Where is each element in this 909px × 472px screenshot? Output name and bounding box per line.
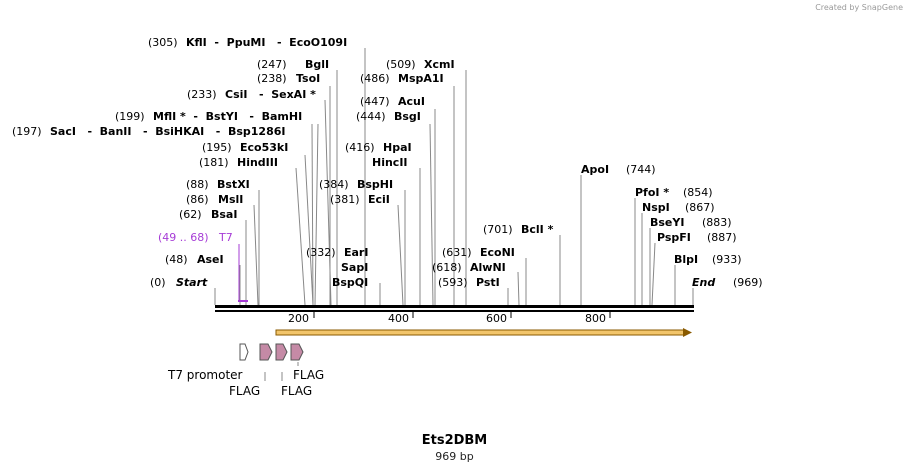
flag-3-label: FLAG — [293, 368, 324, 382]
site-name-apoi: ApoI — [581, 163, 609, 176]
t7-promoter-label: T7 promoter — [167, 368, 243, 382]
site-name-blpi: BlpI — [674, 253, 698, 266]
site-name-pspfi: PspFI — [657, 231, 691, 244]
site-name-asei: AseI — [197, 253, 224, 266]
flag-3-shape — [290, 343, 304, 361]
snapgene-credit: Created by SnapGene — [815, 3, 903, 12]
site-name-psti: PstI — [476, 276, 500, 289]
tick-200: 200 — [288, 312, 309, 325]
feature-labels: T7 promoter FLAG FLAG FLAG — [167, 368, 324, 398]
site-name-acui: AcuI — [398, 95, 425, 108]
site-pos-mspa1i: (486) — [360, 72, 390, 85]
site-pos-acui: (447) — [360, 95, 390, 108]
site-name-pfoi: PfoI * — [635, 186, 669, 199]
site-pos-pspfi: (887) — [707, 231, 737, 244]
primer-pos: (49 .. 68) — [158, 231, 209, 244]
flag-1-label: FLAG — [229, 384, 260, 398]
site-name-xcmi: XcmI — [424, 58, 455, 71]
site-pos-psti: (593) — [438, 276, 468, 289]
primer-name: T7 — [218, 231, 233, 244]
site-name-hincii: HincII — [372, 156, 408, 169]
site-name-eco53ki: Eco53kI — [240, 141, 288, 154]
site-pos-asei: (48) — [165, 253, 188, 266]
scale-ticks: 200 400 600 800 — [288, 312, 611, 325]
site-pos-hindiii: (181) — [199, 156, 229, 169]
start-label: Start — [176, 276, 208, 289]
site-name-bgli: BglI — [305, 58, 329, 71]
site-name-bcli: BclI * — [521, 223, 554, 236]
site-name-tsoi: TsoI — [296, 72, 320, 85]
site-pos-msli: (86) — [186, 193, 209, 206]
site-name-eari: EarI — [344, 246, 368, 259]
site-pos-ecii: (381) — [330, 193, 360, 206]
site-name-nspi: NspI — [642, 201, 670, 214]
site-name-saci: SacI - BanII - BsiHKAI - Bsp1286I — [50, 125, 285, 138]
site-name-bsgi: BsgI — [394, 110, 421, 123]
site-name-hindiii: HindIII — [237, 156, 278, 169]
primer-t7: (49 .. 68) T7 — [158, 231, 248, 302]
site-name-csii: CsiI - SexAI * — [225, 88, 316, 101]
site-pos-alwni: (618) — [432, 261, 462, 274]
site-name-bspqi: BspQI — [332, 276, 368, 289]
site-pos-apoi: (744) — [626, 163, 656, 176]
site-pos-bsgi: (444) — [356, 110, 386, 123]
site-pos-csii: (233) — [187, 88, 217, 101]
site-pos-bseyi: (883) — [702, 216, 732, 229]
site-connectors — [214, 48, 694, 306]
site-name-kfli: KflI - PpuMI - EcoO109I — [186, 36, 347, 49]
sequence-backbone — [215, 305, 694, 312]
site-pos-kfli: (305) — [148, 36, 178, 49]
site-pos-blpi: (933) — [712, 253, 742, 266]
site-name-bsphi: BspHI — [357, 178, 393, 191]
site-pos-bgli: (247) — [257, 58, 287, 71]
site-name-msli: MslI — [218, 193, 243, 206]
site-pos-bsphi: (384) — [319, 178, 349, 191]
site-pos-econi: (631) — [442, 246, 472, 259]
site-name-alwni: AlwNI — [470, 261, 506, 274]
plasmid-title: Ets2DBM — [421, 433, 488, 448]
flag-2-shape — [275, 343, 288, 361]
site-pos-hpai: (416) — [345, 141, 375, 154]
site-pos-eari: (332) — [306, 246, 336, 259]
t7-promoter-shape — [239, 343, 249, 361]
site-name-bseyi: BseYI — [650, 216, 684, 229]
tick-600: 600 — [486, 312, 507, 325]
site-pos-nspi: (867) — [685, 201, 715, 214]
end-label: End — [692, 276, 715, 289]
site-name-bstxi: BstXI — [217, 178, 250, 191]
flag-1-shape — [259, 343, 273, 361]
flag-2-label: FLAG — [281, 384, 312, 398]
tick-400: 400 — [388, 312, 409, 325]
site-pos-bcli: (701) — [483, 223, 513, 236]
site-name-ecii: EciI — [368, 193, 390, 206]
site-name-bsai: BsaI — [211, 208, 237, 221]
start-pos: (0) — [150, 276, 166, 289]
ends: (0) Start End (969) — [150, 276, 763, 289]
site-labels: (305) KflI - PpuMI - EcoO109I (247) BglI… — [12, 36, 742, 289]
orf-arrow — [275, 328, 692, 337]
site-name-hpai: HpaI — [383, 141, 412, 154]
site-name-sapi: SapI — [341, 261, 368, 274]
end-pos: (969) — [733, 276, 763, 289]
site-name-mfli: MflI * - BstYI - BamHI — [153, 110, 302, 123]
plasmid-length: 969 bp — [435, 450, 474, 463]
site-name-econi: EcoNI — [480, 246, 515, 259]
tick-800: 800 — [585, 312, 606, 325]
site-pos-bsai: (62) — [179, 208, 202, 221]
site-pos-bstxi: (88) — [186, 178, 209, 191]
site-pos-mfli: (199) — [115, 110, 145, 123]
site-pos-tsoi: (238) — [257, 72, 287, 85]
site-pos-eco53ki: (195) — [202, 141, 232, 154]
features — [239, 343, 304, 381]
site-name-mspa1i: MspA1I — [398, 72, 444, 85]
site-pos-pfoi: (854) — [683, 186, 713, 199]
site-pos-saci: (197) — [12, 125, 42, 138]
site-pos-xcmi: (509) — [386, 58, 416, 71]
